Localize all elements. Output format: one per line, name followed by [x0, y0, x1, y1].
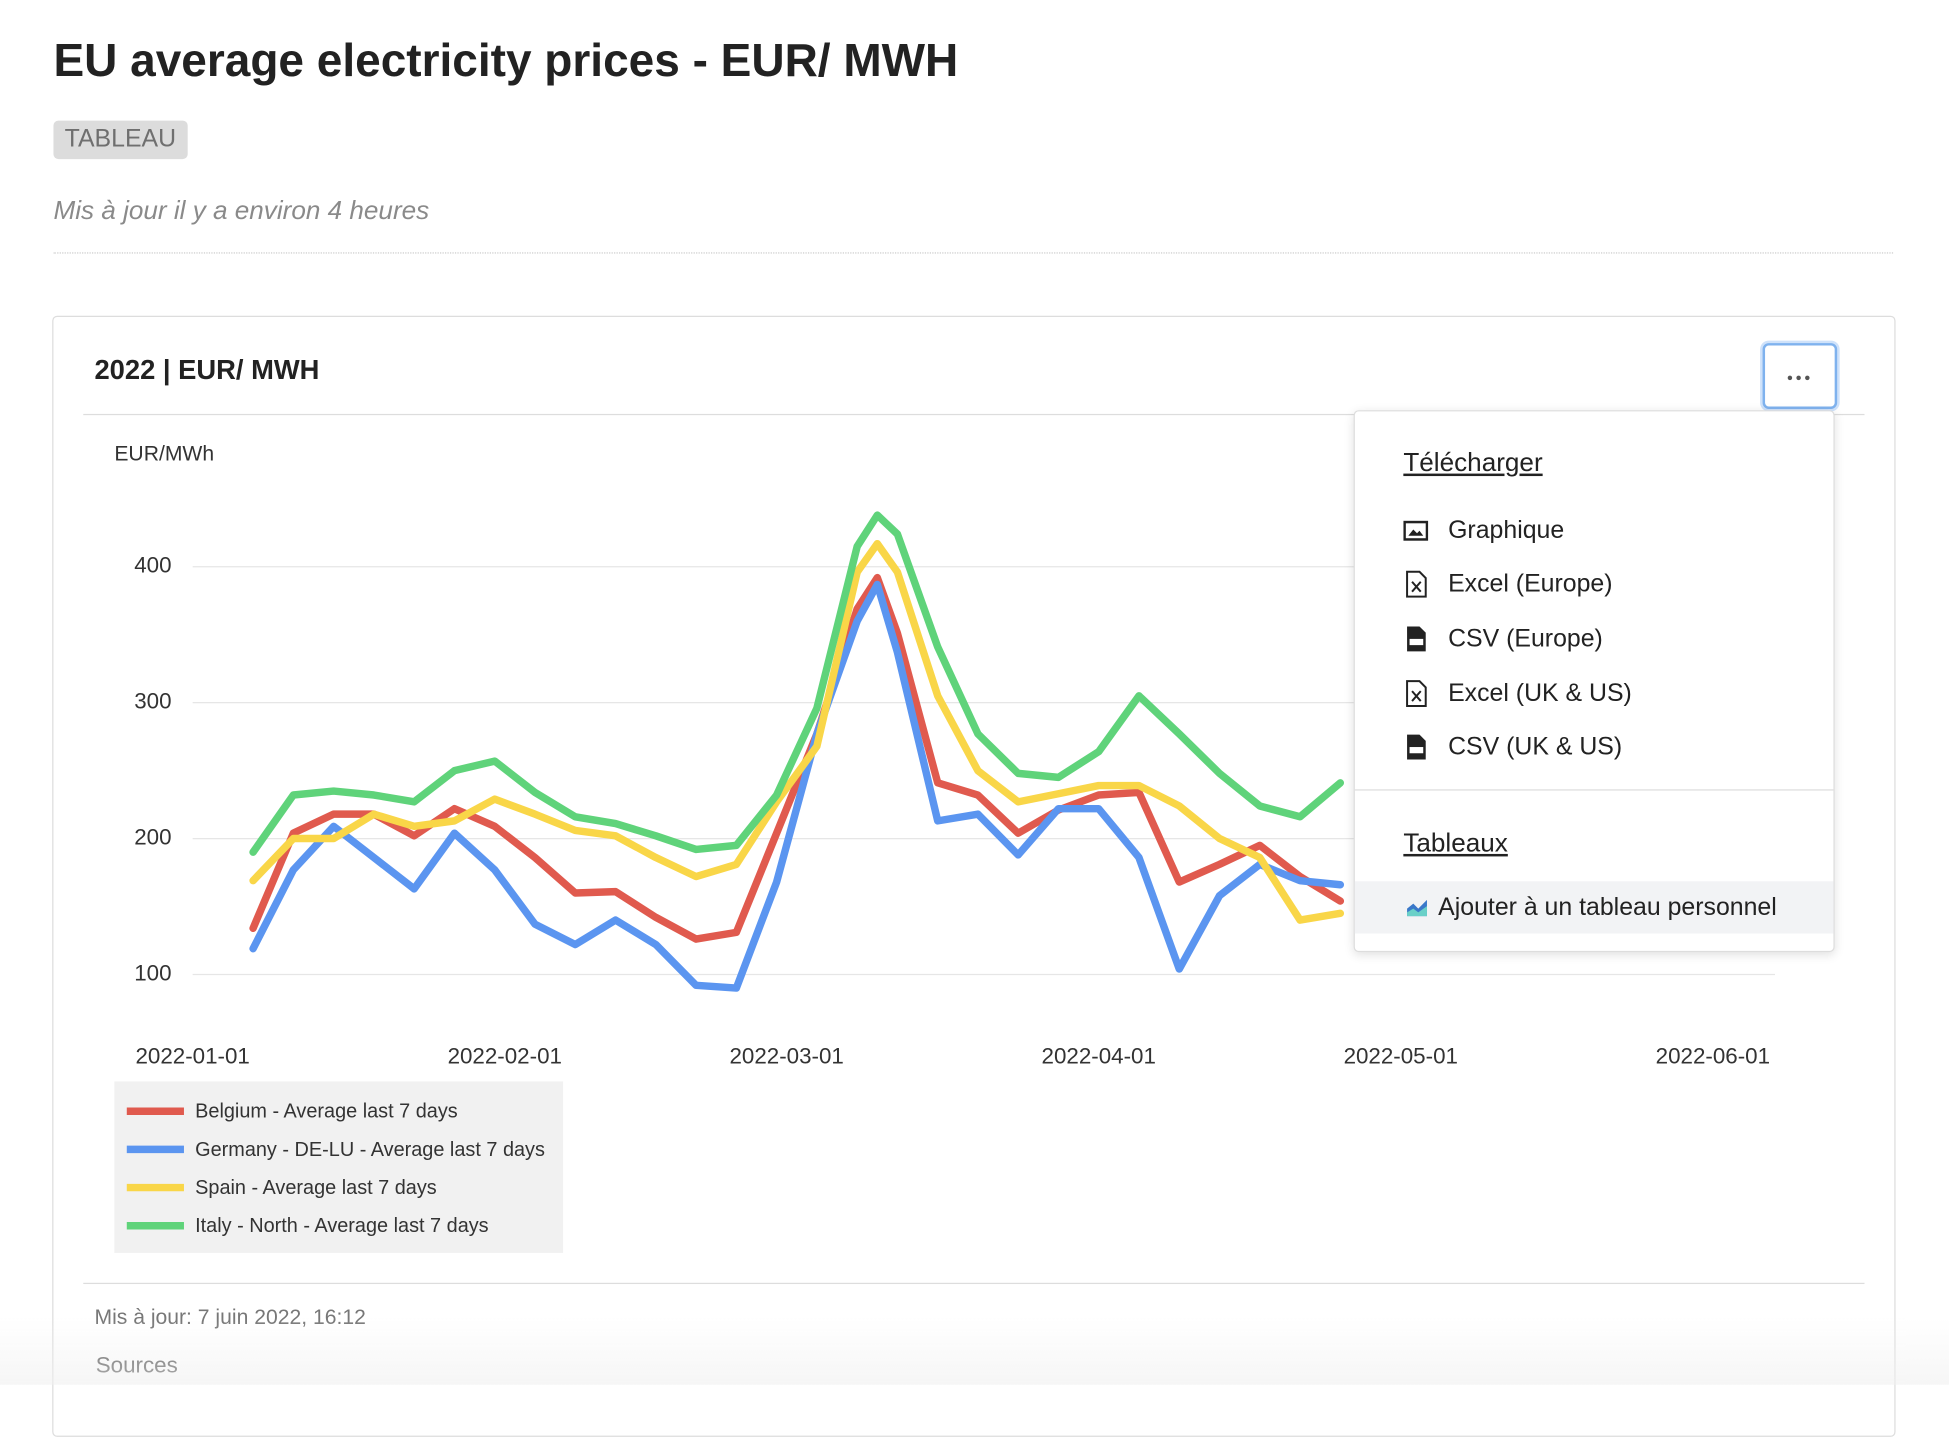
bottom-fade [0, 1317, 1949, 1385]
y-tick-label: 400 [134, 553, 171, 578]
y-axis-label: EUR/MWh [114, 443, 214, 466]
menu-item[interactable]: Excel (UK & US) [1403, 675, 1632, 712]
updated-note: Mis à jour il y a environ 4 heures [53, 196, 430, 225]
x-tick-label: 2022-06-01 [1656, 1044, 1770, 1069]
divider [83, 413, 1865, 416]
menu-item[interactable]: CSV (Europe) [1403, 620, 1603, 657]
x-tick-label: 2022-01-01 [135, 1044, 249, 1069]
divider [83, 1282, 1865, 1285]
page: EU average electricity prices - EUR/ MWH… [0, 34, 1949, 1437]
legend-label: Italy - North - Average last 7 days [195, 1215, 489, 1237]
menu-item-label: Ajouter à un tableau personnel [1438, 893, 1777, 921]
menu-item-label: CSV (UK & US) [1448, 732, 1623, 761]
csv-icon [1407, 734, 1426, 760]
x-tick-label: 2022-04-01 [1042, 1044, 1156, 1069]
divider [53, 252, 1894, 254]
card-title: 2022 | EUR/ MWH [94, 354, 320, 386]
y-tick-label: 300 [134, 689, 171, 714]
legend-label: Germany - DE-LU - Average last 7 days [195, 1139, 545, 1161]
menu-separator [1354, 789, 1834, 791]
ellipsis-icon [1787, 375, 1810, 381]
menu-item-label: Graphique [1448, 516, 1565, 544]
menu-item[interactable]: CSV (UK & US) [1403, 728, 1622, 765]
menu-item-label: CSV (Europe) [1448, 624, 1603, 652]
x-tick-label: 2022-03-01 [729, 1044, 843, 1069]
csv-icon [1407, 626, 1426, 652]
legend-label: Belgium - Average last 7 days [195, 1101, 458, 1123]
page-title: EU average electricity prices - EUR/ MWH [53, 34, 959, 86]
series-line [249, 511, 1345, 856]
menu-highlight [1354, 881, 1834, 934]
image-icon [1403, 520, 1429, 541]
excel-icon [1406, 680, 1427, 708]
menu-heading: Tableaux [1403, 829, 1508, 858]
y-tick-label: 100 [134, 960, 171, 985]
excel-icon [1406, 570, 1427, 598]
x-tick-label: 2022-02-01 [448, 1044, 562, 1069]
menu-heading: Télécharger [1403, 448, 1543, 478]
menu-item-label: Excel (UK & US) [1448, 679, 1632, 707]
legend-label: Spain - Average last 7 days [195, 1177, 437, 1199]
chart: EUR/MWh 100 200 300 400 2022-01-01 2022-02-01… [114, 443, 1776, 1253]
series-line [249, 539, 1345, 924]
menu-item[interactable]: Excel (Europe) [1403, 566, 1613, 603]
x-tick-label: 2022-05-01 [1344, 1044, 1458, 1069]
dropdown-menu: Télécharger Graphique Excel (Europe) CSV… [1353, 410, 1835, 953]
menu-item[interactable]: Ajouter à un tableau personnel [1406, 889, 1777, 926]
dashboard-icon [1407, 899, 1427, 917]
legend-box [114, 1081, 564, 1253]
menu-button[interactable] [1762, 343, 1838, 409]
menu-item-label: Excel (Europe) [1448, 569, 1613, 598]
menu-item[interactable]: Graphique [1403, 512, 1564, 549]
badge[interactable]: TABLEAU [53, 120, 188, 160]
y-tick-label: 200 [134, 824, 171, 849]
